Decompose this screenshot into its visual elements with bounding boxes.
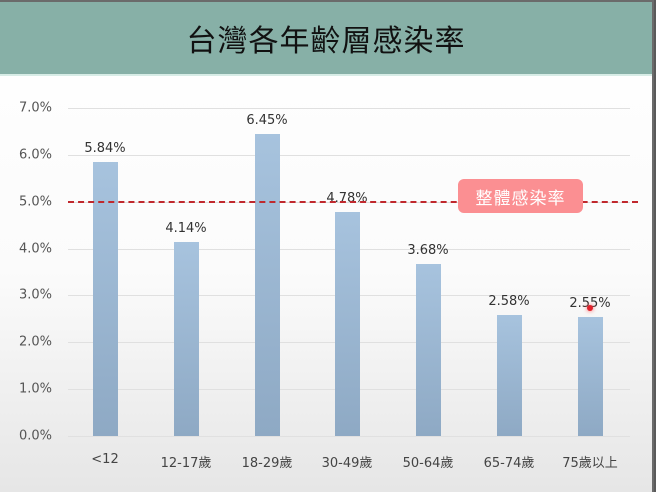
y-axis-tick-label: 0.0% [18,428,52,444]
bar [174,242,199,436]
bar [497,315,522,436]
bar-value-label: 6.45% [246,113,288,128]
bar-value-label: 4.78% [326,191,368,206]
x-axis-category-label: 75歲以上 [562,456,618,471]
bar [93,162,118,436]
bar-value-label: 4.14% [165,221,207,236]
y-axis-tick-label: 5.0% [18,194,52,210]
x-axis-category-label: 65-74歲 [483,456,535,471]
x-axis-category-label: 50-64歲 [402,456,454,471]
y-axis-tick-label: 2.0% [18,334,52,350]
y-axis-tick-label: 6.0% [18,147,52,163]
x-axis-category-label: 18-29歲 [241,456,293,471]
bar [416,264,441,436]
x-axis-category-label: 30-49歲 [321,456,373,471]
y-axis-tick-label: 3.0% [18,287,52,303]
page-title: 台灣各年齡層感染率 [186,24,466,59]
bar [255,134,280,436]
gridline [68,436,630,437]
bar [578,317,603,436]
gridline [68,155,630,156]
bar-value-label: 5.84% [84,141,126,156]
bar-value-label: 3.68% [407,243,449,258]
bar-value-label: 2.55% [569,296,611,311]
y-axis-tick-label: 7.0% [18,100,52,116]
bar-value-label: 2.58% [488,294,530,309]
y-axis-tick-label: 1.0% [18,381,52,397]
bar [335,212,360,436]
slide-header: 台灣各年齡層感染率 [0,2,652,76]
gridline [68,108,630,109]
overall-rate-reference-line [68,201,638,203]
x-axis-category-label: <12 [91,452,119,467]
pointer-dot-icon [587,305,593,311]
y-axis-tick-label: 4.0% [18,241,52,257]
x-axis-category-label: 12-17歲 [160,456,212,471]
overall-rate-badge: 整體感染率 [458,179,583,213]
